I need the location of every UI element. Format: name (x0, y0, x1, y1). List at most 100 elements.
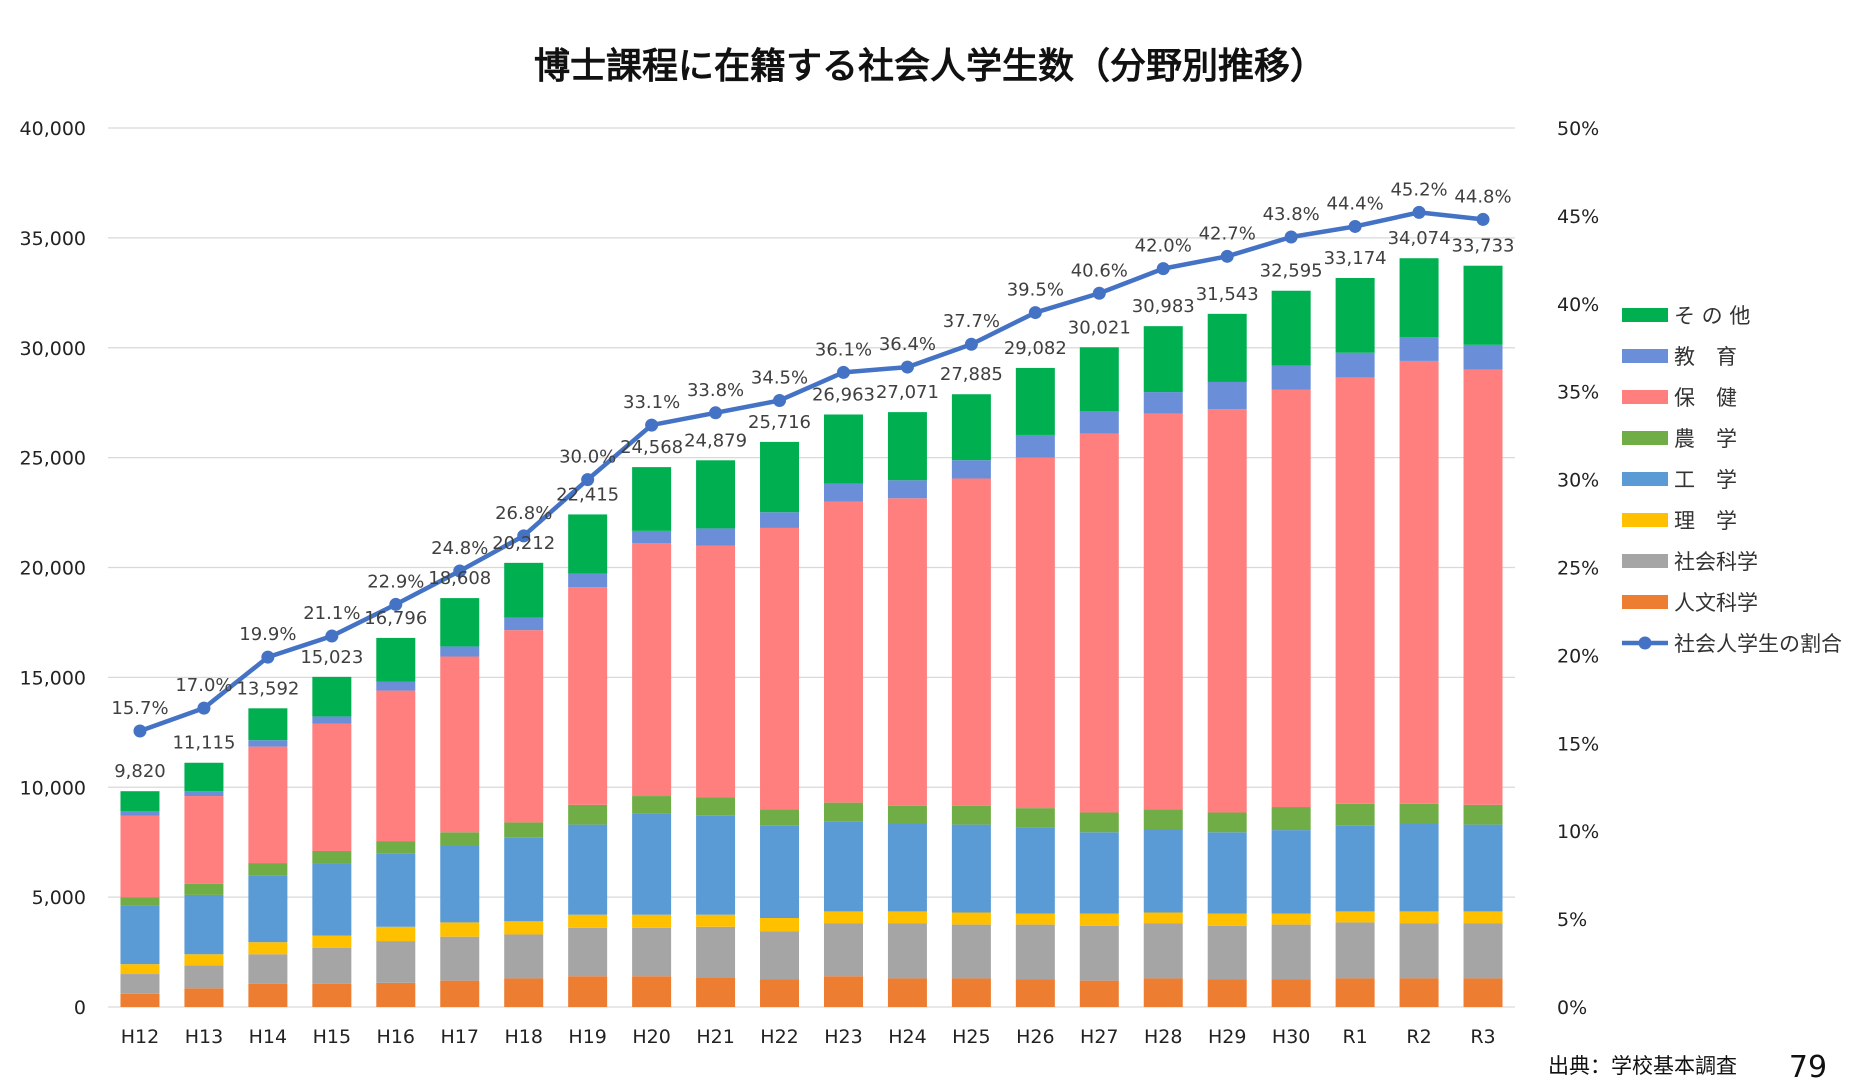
bar-segment (1207, 925, 1247, 980)
ratio-label: 42.0% (1135, 236, 1192, 257)
y-tick-label: 0 (74, 997, 86, 1019)
bar-segment (760, 527, 800, 810)
bar-segment (376, 841, 416, 854)
bar-segment (376, 926, 416, 942)
bar-segment (696, 926, 736, 978)
legend-label: 社会科学 (1674, 550, 1758, 574)
ratio-label: 19.9% (239, 624, 296, 645)
y2-tick-label: 25% (1557, 558, 1599, 580)
total-label: 29,082 (1004, 338, 1067, 359)
bar-segment (1271, 389, 1311, 808)
total-label: 33,733 (1452, 236, 1515, 257)
bar-segment (1335, 825, 1375, 912)
bar-segment (1143, 809, 1183, 830)
bar-segment (1079, 433, 1119, 813)
bar-segment (1463, 344, 1503, 370)
bar-segment (1015, 924, 1055, 980)
legend-swatch (1622, 472, 1668, 486)
bar-segment (568, 914, 608, 928)
axes: 0 5,000 10,000 15,000 20,000 25,000 30,000 35,0… (20, 118, 1600, 1048)
legend-marker (1638, 636, 1652, 650)
bar-segment (440, 845, 480, 923)
total-label: 18,608 (428, 568, 491, 589)
bar-segment (1143, 413, 1183, 810)
x-tick-label: H25 (952, 1026, 990, 1048)
bar-segment (951, 478, 991, 806)
ratio-label: 40.6% (1071, 260, 1128, 281)
bar-segment (632, 927, 672, 977)
ratio-point (964, 337, 978, 351)
bar-segment (504, 837, 544, 922)
y-tick-label: 30,000 (20, 338, 86, 360)
ratio-point (261, 650, 275, 664)
bar-segment (1271, 913, 1311, 925)
bar-segment (1015, 434, 1055, 458)
bar-segment (1271, 290, 1311, 366)
ratio-point (1092, 286, 1106, 300)
total-label: 27,071 (876, 382, 939, 403)
bar-segment (760, 979, 800, 1007)
bar-segment (887, 923, 927, 979)
x-tick-label: H29 (1208, 1026, 1246, 1048)
bar-segment (1463, 804, 1503, 825)
bar-segment (696, 528, 736, 546)
bar-segment (1143, 326, 1183, 393)
y2-tick-label: 10% (1557, 821, 1599, 843)
bar-segment (823, 976, 863, 1007)
bar-segment (568, 573, 608, 588)
legend-swatch (1622, 431, 1668, 445)
bar-segment (120, 810, 160, 816)
bar-segment (1399, 360, 1439, 804)
bar-segment (1463, 824, 1503, 912)
bar-segment (1335, 352, 1375, 378)
total-label: 31,543 (1196, 284, 1259, 305)
bar-segment (568, 804, 608, 825)
bar-segment (1015, 367, 1055, 435)
bar-segment (312, 983, 352, 1007)
ratio-point (1284, 230, 1298, 244)
legend-label: 人文科学 (1674, 591, 1758, 615)
x-tick-label: H27 (1080, 1026, 1118, 1048)
bar-segment (1399, 923, 1439, 979)
bar-segment (760, 825, 800, 919)
legend-label: 農 学 (1674, 427, 1737, 451)
bar-segment (248, 863, 288, 876)
bar-segment (1335, 803, 1375, 826)
total-label: 25,716 (748, 412, 811, 433)
bar-segment (632, 543, 672, 797)
bar-segment (1399, 803, 1439, 824)
total-label: 32,595 (1260, 261, 1323, 282)
ratio-label: 45.2% (1390, 179, 1447, 200)
bar-segment (1079, 812, 1119, 833)
ratio-point (1476, 212, 1490, 226)
bar-segment (632, 467, 672, 531)
ratio-label: 44.4% (1327, 193, 1384, 214)
bar-segment (1399, 911, 1439, 924)
x-tick-label: H15 (313, 1026, 351, 1048)
legend-swatch (1622, 308, 1668, 322)
bar-segment (951, 824, 991, 913)
y2-tick-label: 35% (1557, 382, 1599, 404)
ratio-point (517, 529, 531, 543)
total-label: 30,021 (1068, 317, 1131, 338)
y2-tick-label: 20% (1557, 645, 1599, 667)
bar-segment (120, 905, 160, 965)
bar-segment (376, 982, 416, 1007)
bar-segment (568, 824, 608, 915)
bar-segment (951, 924, 991, 979)
bar-segment (1079, 925, 1119, 981)
legend-label: そ の 他 (1674, 304, 1750, 328)
bar-segment (120, 993, 160, 1007)
ratio-point (773, 393, 787, 407)
bar-segment (1079, 347, 1119, 412)
bar-segment (1079, 913, 1119, 926)
bar-segment (184, 894, 224, 955)
bar-segment (1143, 392, 1183, 414)
y2-tick-label: 30% (1557, 470, 1599, 492)
bar-segment (760, 441, 800, 513)
bar-segment (504, 617, 544, 631)
bars (120, 258, 1503, 1007)
bar-segment (504, 562, 544, 618)
bar-segment (248, 942, 288, 955)
